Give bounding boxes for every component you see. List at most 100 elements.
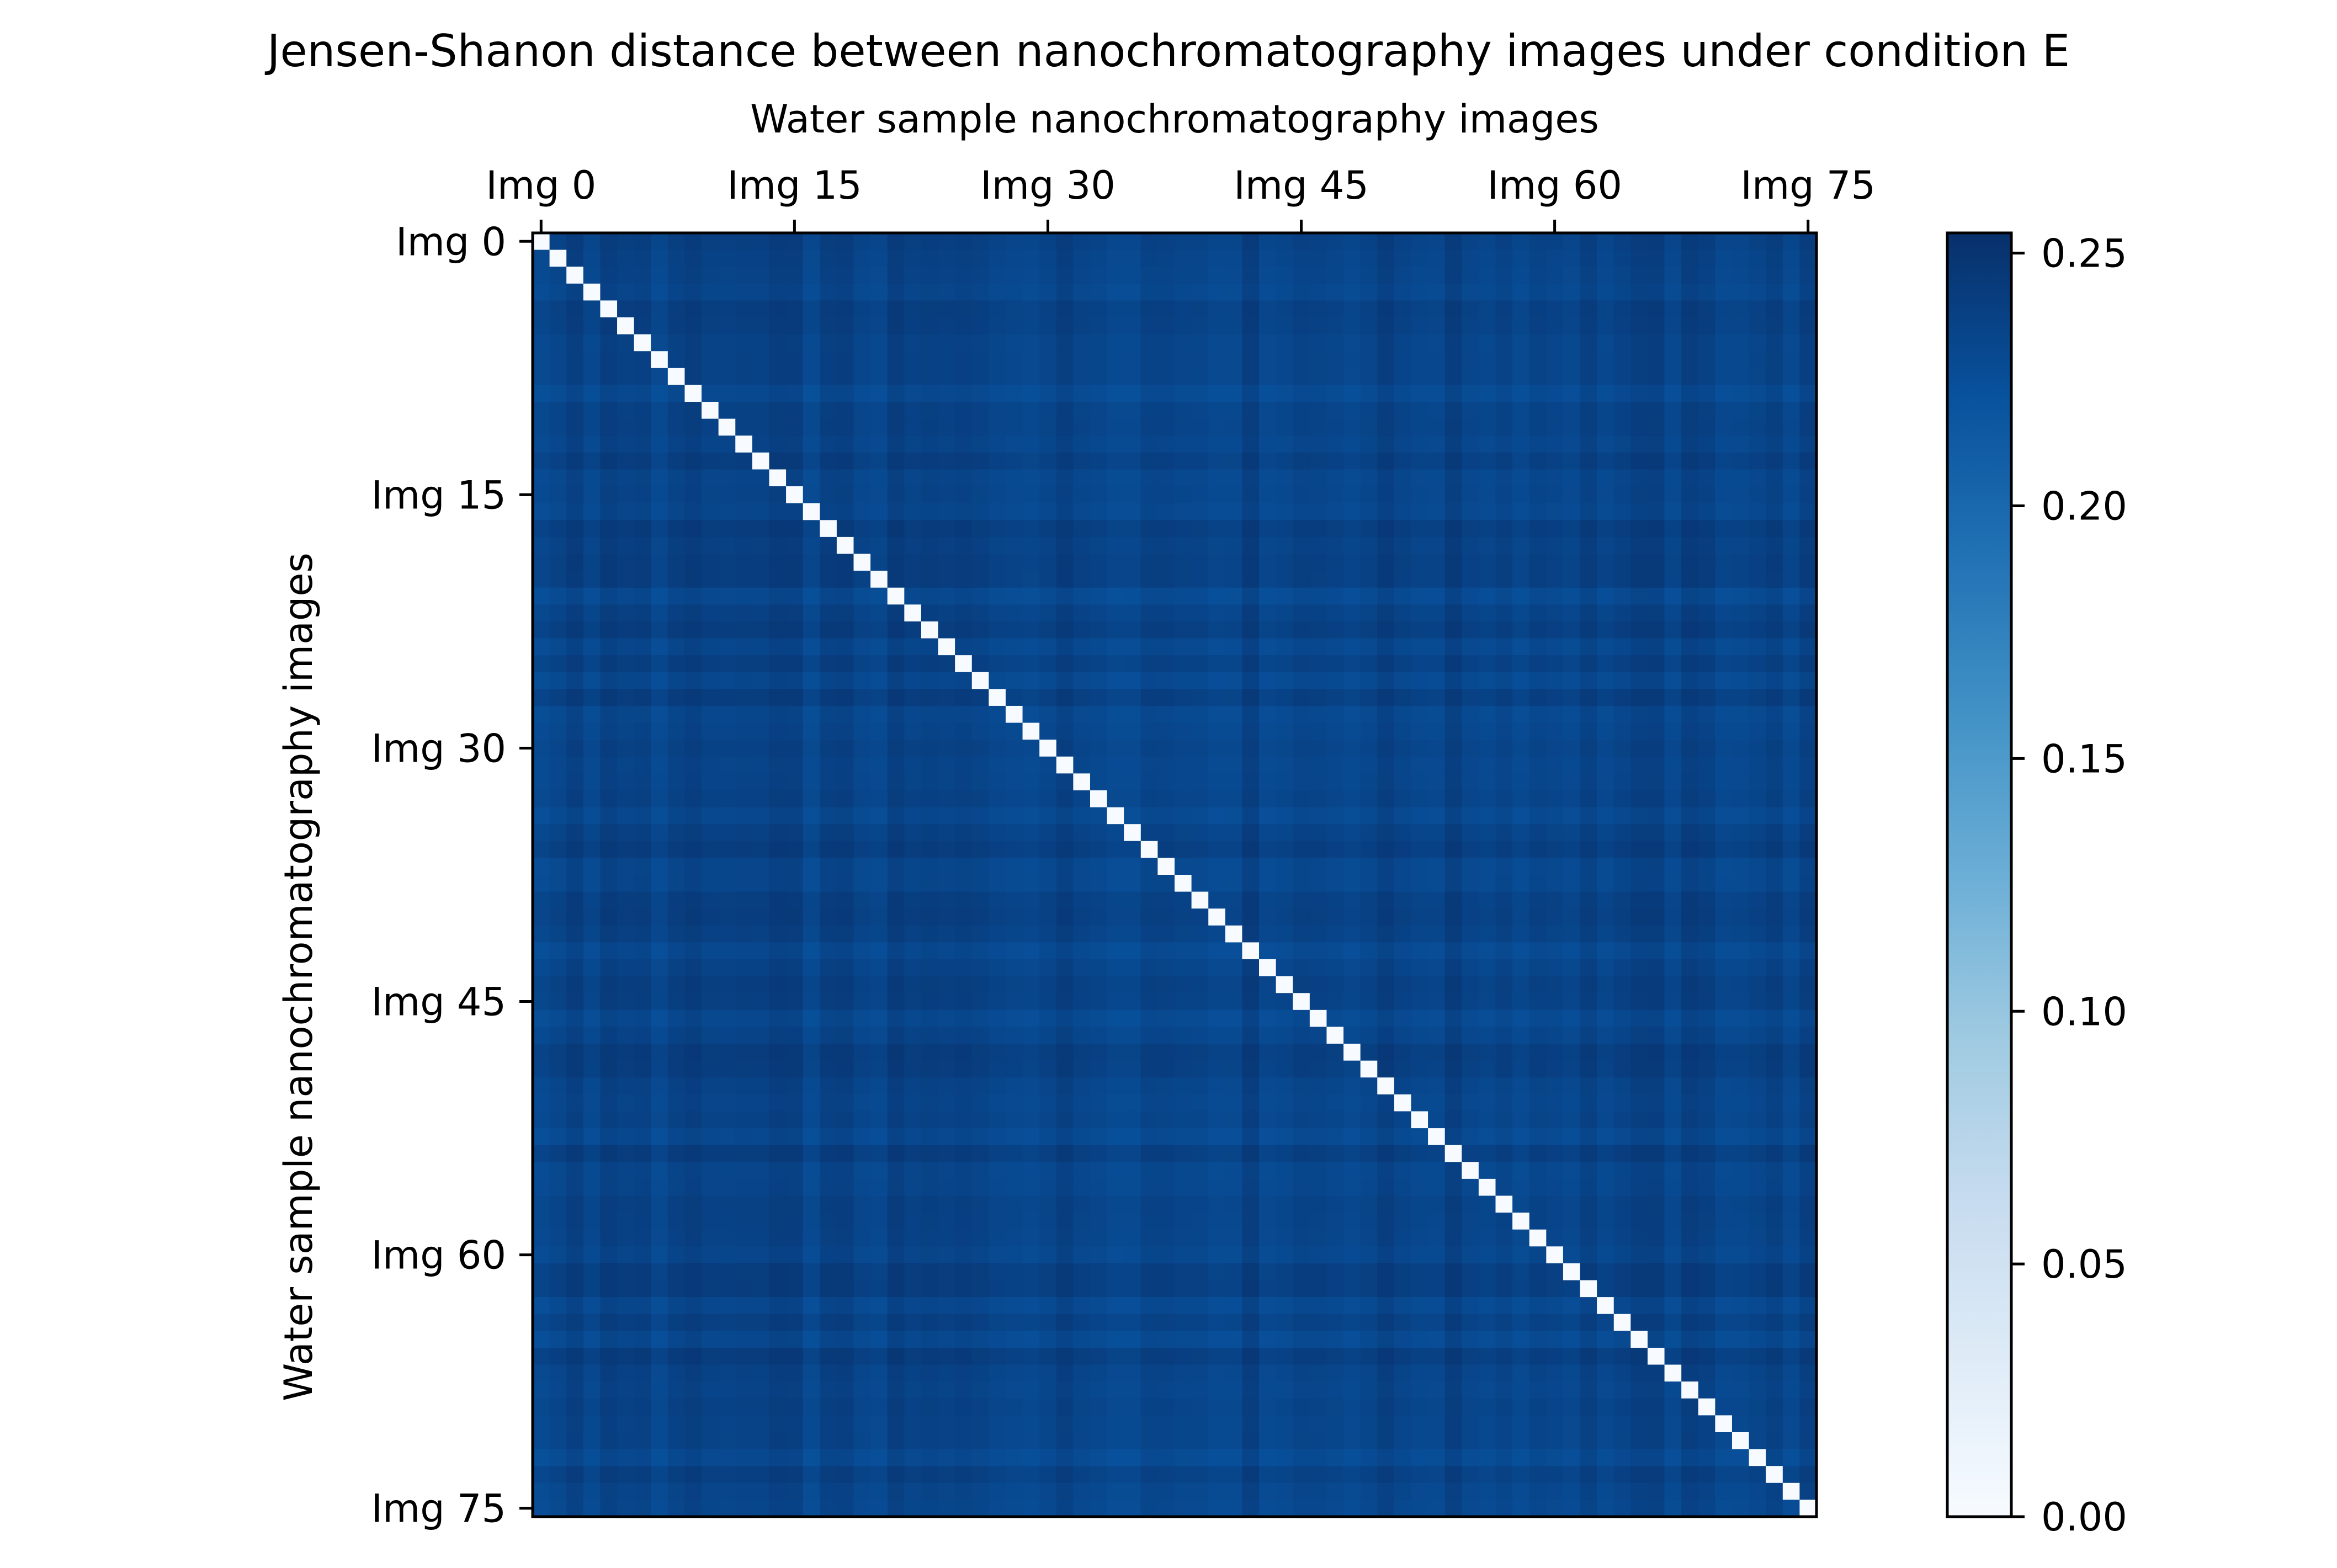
heatmap-cell [549, 334, 567, 352]
heatmap-cell [836, 1162, 854, 1179]
heatmap-cell [1428, 1213, 1446, 1230]
heatmap-cell [1022, 705, 1040, 724]
heatmap-cell [617, 1162, 635, 1179]
heatmap-cell [1428, 993, 1446, 1011]
heatmap-cell [1225, 1195, 1243, 1213]
heatmap-cell [566, 638, 584, 656]
heatmap-cell [1529, 300, 1547, 318]
heatmap-cell [1022, 1060, 1040, 1078]
heatmap-cell [1749, 385, 1766, 402]
heatmap-cell [1715, 976, 1733, 993]
heatmap-cell [1326, 1009, 1344, 1028]
heatmap-cell [1394, 790, 1412, 808]
heatmap-cell [1022, 841, 1040, 858]
heatmap-cell [1157, 604, 1175, 622]
heatmap-cell [1428, 1280, 1446, 1298]
heatmap-cell [803, 267, 820, 284]
heatmap-cell [1698, 925, 1715, 943]
heatmap-cell [971, 858, 989, 875]
heatmap-cell [1630, 858, 1648, 875]
heatmap-cell [1293, 1027, 1310, 1044]
heatmap-cell [1799, 283, 1817, 301]
heatmap-cell [667, 1128, 686, 1146]
heatmap-cell [1766, 1060, 1783, 1078]
heatmap-cell [1022, 891, 1040, 909]
heatmap-cell [566, 1178, 584, 1197]
heatmap-cell [1309, 655, 1327, 673]
heatmap-cell [1073, 435, 1091, 453]
heatmap-cell [1326, 638, 1344, 656]
heatmap-cell [1326, 621, 1344, 639]
heatmap-cell [1259, 1094, 1277, 1112]
heatmap-cell [1039, 1162, 1057, 1179]
heatmap-cell [634, 655, 651, 673]
heatmap-cell [1782, 233, 1800, 251]
heatmap-cell [549, 1213, 567, 1230]
heatmap-cell [1715, 1128, 1733, 1146]
heatmap-cell [1073, 402, 1091, 419]
heatmap-cell [1326, 1246, 1344, 1264]
heatmap-cell [1782, 1145, 1800, 1162]
heatmap-cell [1175, 402, 1192, 419]
heatmap-cell [904, 1145, 922, 1162]
heatmap-cell [1394, 705, 1412, 724]
heatmap-cell [1731, 283, 1750, 301]
heatmap-cell [1597, 841, 1614, 858]
heatmap-cell [769, 385, 787, 402]
heatmap-cell [1411, 233, 1428, 251]
heatmap-cell [1005, 807, 1023, 825]
heatmap-cell [600, 1077, 618, 1095]
heatmap-cell [1681, 1280, 1699, 1298]
heatmap-cell [887, 1044, 905, 1061]
heatmap-cell [1799, 1280, 1817, 1298]
heatmap-cell [1512, 1044, 1530, 1061]
heatmap-cell [1242, 841, 1260, 858]
heatmap-cell [566, 233, 584, 251]
heatmap-cell [600, 824, 618, 842]
heatmap-cell [1647, 452, 1665, 470]
heatmap-cell [735, 503, 753, 520]
heatmap-cell [1580, 1178, 1597, 1197]
heatmap-cell [634, 976, 651, 993]
heatmap-cell [1242, 486, 1260, 504]
heatmap-cell [1597, 638, 1614, 656]
heatmap-cell [1766, 976, 1783, 993]
heatmap-cell [1360, 233, 1378, 251]
heatmap-cell [1698, 452, 1715, 470]
heatmap-cell [769, 807, 787, 825]
heatmap-cell [684, 452, 702, 470]
heatmap-cell [1428, 536, 1446, 555]
heatmap-cell [1107, 300, 1124, 318]
heatmap-cell [684, 740, 702, 757]
heatmap-cell [1140, 317, 1158, 335]
heatmap-cell [583, 891, 601, 909]
heatmap-cell [1512, 1027, 1530, 1044]
heatmap-cell [718, 1128, 736, 1146]
heatmap-cell [870, 418, 888, 436]
heatmap-cell [1731, 908, 1750, 926]
heatmap-cell [1681, 756, 1699, 774]
heatmap-cell [836, 604, 854, 622]
heatmap-cell [904, 1060, 922, 1078]
heatmap-cell [1630, 300, 1648, 318]
heatmap-cell [702, 1263, 719, 1281]
heatmap-cell [549, 807, 567, 825]
heatmap-cell [971, 942, 989, 960]
heatmap-cell [1749, 875, 1766, 892]
heatmap-cell [533, 1044, 550, 1061]
heatmap-cell [600, 1009, 618, 1028]
heatmap-cell [887, 942, 905, 960]
heatmap-cell [1343, 621, 1361, 639]
heatmap-cell [1005, 976, 1023, 993]
heatmap-cell [634, 908, 651, 926]
heatmap-cell [1276, 705, 1293, 724]
heatmap-cell [870, 621, 888, 639]
heatmap-cell [971, 402, 989, 419]
heatmap-cell [1124, 1280, 1141, 1298]
heatmap-cell [1124, 1162, 1141, 1179]
heatmap-cell [786, 976, 804, 993]
heatmap-cell [1293, 1162, 1310, 1179]
heatmap-cell [684, 841, 702, 858]
heatmap-cell [853, 267, 871, 284]
heatmap-cell [1529, 621, 1547, 639]
